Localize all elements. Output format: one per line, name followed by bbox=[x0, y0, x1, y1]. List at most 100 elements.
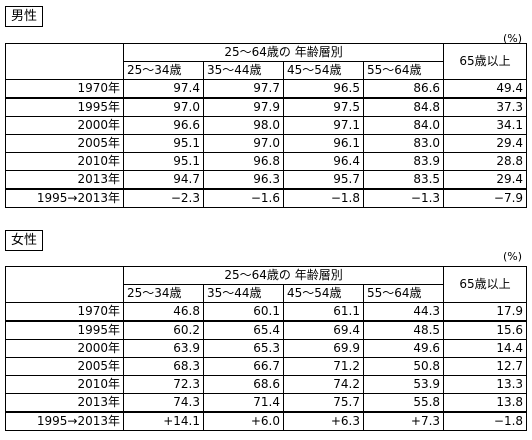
table-cell: 34.1 bbox=[443, 116, 528, 135]
table-row: 2000年 63.9 65.3 69.9 49.6 14.4 bbox=[5, 339, 528, 358]
table-cell: 65.3 bbox=[203, 339, 284, 358]
row-label: 1995→2013年 bbox=[5, 188, 124, 208]
row-label: 2010年 bbox=[5, 152, 124, 171]
row-label: 1995年 bbox=[5, 320, 124, 340]
table-cell: 13.3 bbox=[443, 375, 528, 394]
group-header: 25～64歳の 年齢層別 bbox=[122, 266, 445, 285]
table-cell: 68.6 bbox=[203, 375, 284, 394]
table-cell: 97.7 bbox=[203, 79, 284, 99]
table-row: 1970年 46.8 60.1 61.1 44.3 17.9 bbox=[5, 302, 528, 322]
table-cell: 14.4 bbox=[443, 339, 528, 358]
table-cell: 84.0 bbox=[362, 116, 445, 135]
table-cell: 96.3 bbox=[203, 170, 284, 190]
male-section: 男性 (%) 25～64歳の 年齢層別 65歳以上 25～34歳 35～44歳 … bbox=[5, 6, 528, 211]
table-cell: 48.5 bbox=[362, 320, 445, 340]
female-title: 女性 bbox=[5, 230, 44, 251]
table-cell: 96.4 bbox=[283, 152, 364, 171]
table-cell: −1.8 bbox=[443, 411, 528, 431]
table-cell: 98.0 bbox=[203, 116, 284, 135]
corner-cell bbox=[5, 266, 124, 303]
table-cell: 97.1 bbox=[283, 116, 364, 135]
female-unit: (%) bbox=[502, 250, 522, 263]
table-cell: 69.9 bbox=[283, 339, 364, 358]
table-cell: −1.8 bbox=[283, 188, 364, 208]
col-header: 55～64歳 bbox=[362, 284, 445, 303]
table-row: 1995年 60.2 65.4 69.4 48.5 15.6 bbox=[5, 320, 528, 340]
table-cell: 17.9 bbox=[443, 302, 528, 322]
table-row: 2013年 74.3 71.4 75.7 55.8 13.8 bbox=[5, 393, 528, 413]
row-label: 1970年 bbox=[5, 302, 124, 322]
table-row: 2005年 68.3 66.7 71.2 50.8 12.7 bbox=[5, 357, 528, 376]
table-cell: 60.1 bbox=[203, 302, 284, 322]
male-title: 男性 bbox=[5, 6, 44, 27]
table-cell: 97.0 bbox=[123, 97, 204, 117]
table-cell: 75.7 bbox=[283, 393, 364, 413]
table-cell: +7.3 bbox=[362, 411, 445, 431]
female-section: 女性 (%) 25～64歳の 年齢層別 65歳以上 25～34歳 35～44歳 … bbox=[5, 230, 528, 435]
col-header: 55～64歳 bbox=[362, 61, 445, 80]
table-cell: 96.5 bbox=[283, 79, 364, 99]
col-header: 35～44歳 bbox=[203, 284, 284, 303]
table-cell: −2.3 bbox=[123, 188, 204, 208]
table-cell: 96.1 bbox=[283, 134, 364, 153]
table-cell: 97.4 bbox=[123, 79, 204, 99]
table-cell: 74.2 bbox=[283, 375, 364, 394]
row-label: 2000年 bbox=[5, 339, 124, 358]
table-cell: 97.5 bbox=[283, 97, 364, 117]
table-cell: 97.9 bbox=[203, 97, 284, 117]
table-cell: 28.8 bbox=[443, 152, 528, 171]
table-cell: 96.6 bbox=[123, 116, 204, 135]
row-label: 2010年 bbox=[5, 375, 124, 394]
corner-cell bbox=[5, 43, 124, 80]
table-cell: 49.6 bbox=[362, 339, 445, 358]
table-cell: 55.8 bbox=[362, 393, 445, 413]
table-cell: 83.0 bbox=[362, 134, 445, 153]
table-cell: 71.2 bbox=[283, 357, 364, 376]
table-cell: 95.7 bbox=[283, 170, 364, 190]
table-cell: +14.1 bbox=[123, 411, 204, 431]
table-row: 1995→2013年 +14.1 +6.0 +6.3 +7.3 −1.8 bbox=[5, 411, 528, 431]
table-cell: 74.3 bbox=[123, 393, 204, 413]
table-cell: 49.4 bbox=[443, 79, 528, 99]
table-cell: 29.4 bbox=[443, 170, 528, 190]
col-header-65plus: 65歳以上 bbox=[443, 43, 528, 80]
table-row: 2000年 96.6 98.0 97.1 84.0 34.1 bbox=[5, 116, 528, 135]
table-cell: 63.9 bbox=[123, 339, 204, 358]
table-cell: 15.6 bbox=[443, 320, 528, 340]
table-cell: +6.0 bbox=[203, 411, 284, 431]
col-header: 45～54歳 bbox=[283, 61, 364, 80]
table-cell: +6.3 bbox=[283, 411, 364, 431]
table-cell: 37.3 bbox=[443, 97, 528, 117]
table-cell: 53.9 bbox=[362, 375, 445, 394]
table-cell: 68.3 bbox=[123, 357, 204, 376]
table-cell: 44.3 bbox=[362, 302, 445, 322]
col-header-65plus: 65歳以上 bbox=[443, 266, 528, 303]
row-label: 2013年 bbox=[5, 170, 124, 190]
table-cell: 65.4 bbox=[203, 320, 284, 340]
row-label: 1995年 bbox=[5, 97, 124, 117]
male-unit: (%) bbox=[502, 32, 522, 45]
table-cell: 66.7 bbox=[203, 357, 284, 376]
table-cell: −7.9 bbox=[443, 188, 528, 208]
table-cell: 83.5 bbox=[362, 170, 445, 190]
table-cell: 83.9 bbox=[362, 152, 445, 171]
table-cell: 94.7 bbox=[123, 170, 204, 190]
group-header: 25～64歳の 年齢層別 bbox=[122, 43, 445, 62]
table-cell: 95.1 bbox=[123, 152, 204, 171]
male-table: 25～64歳の 年齢層別 65歳以上 25～34歳 35～44歳 45～54歳 … bbox=[5, 43, 528, 208]
col-header: 45～54歳 bbox=[283, 284, 364, 303]
col-header: 25～34歳 bbox=[123, 61, 204, 80]
female-table: 25～64歳の 年齢層別 65歳以上 25～34歳 35～44歳 45～54歳 … bbox=[5, 266, 528, 431]
row-label: 2013年 bbox=[5, 393, 124, 413]
table-row: 1995年 97.0 97.9 97.5 84.8 37.3 bbox=[5, 97, 528, 117]
row-label: 2000年 bbox=[5, 116, 124, 135]
table-cell: 12.7 bbox=[443, 357, 528, 376]
table-row: 2005年 95.1 97.0 96.1 83.0 29.4 bbox=[5, 134, 528, 153]
table-row: 2010年 95.1 96.8 96.4 83.9 28.8 bbox=[5, 152, 528, 171]
table-cell: 84.8 bbox=[362, 97, 445, 117]
row-label: 2005年 bbox=[5, 357, 124, 376]
table-cell: 50.8 bbox=[362, 357, 445, 376]
table-cell: 60.2 bbox=[123, 320, 204, 340]
row-label: 2005年 bbox=[5, 134, 124, 153]
table-cell: 95.1 bbox=[123, 134, 204, 153]
